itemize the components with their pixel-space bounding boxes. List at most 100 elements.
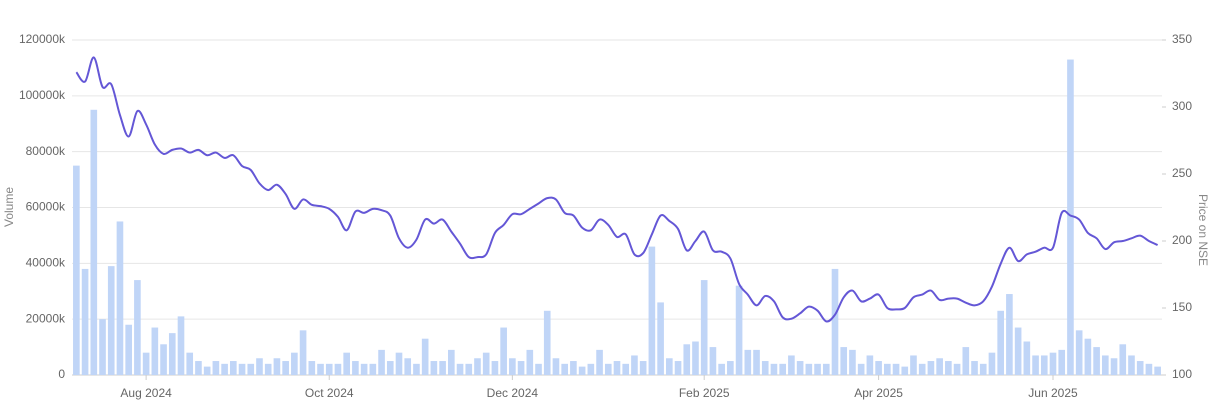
volume-bar — [386, 361, 394, 375]
volume-bar — [997, 310, 1004, 375]
volume-bar — [474, 358, 481, 375]
volume-bar — [761, 361, 769, 375]
volume-bar — [1006, 294, 1013, 375]
volume-bar — [517, 361, 525, 375]
y-tick-label: 80000k — [26, 144, 66, 158]
volume-bar — [352, 361, 359, 375]
volume-bar — [134, 280, 141, 375]
y-tick-label: 40000k — [26, 256, 66, 270]
volume-bar — [927, 361, 935, 375]
volume-bar — [918, 363, 926, 375]
volume-bar — [535, 363, 542, 375]
volume-bar — [604, 363, 612, 375]
volume-bar — [439, 361, 446, 375]
volume-bar — [378, 349, 385, 375]
volume-bar — [1110, 358, 1118, 375]
volume-bar — [744, 349, 752, 375]
volume-bar — [849, 349, 856, 375]
volume-bar — [256, 358, 263, 375]
volume-bar — [456, 363, 464, 375]
volume-bar — [116, 221, 124, 375]
volume-bar — [1128, 355, 1135, 375]
volume-bar — [1084, 338, 1092, 375]
y-axis-title: Volume — [2, 187, 16, 227]
y-tick-label: 120000k — [19, 32, 66, 46]
volume-bar — [552, 358, 560, 375]
volume-bar — [1154, 366, 1161, 375]
volume-bar — [186, 352, 194, 375]
volume-bar — [177, 316, 185, 375]
volume-bar — [1058, 349, 1066, 375]
y-tick-label: 100000k — [19, 88, 66, 102]
volume-bar — [238, 363, 246, 375]
volume-bar — [1014, 327, 1022, 375]
volume-bar — [1040, 355, 1048, 375]
volume-bar — [953, 363, 961, 375]
volume-bar — [500, 327, 507, 375]
volume-bar — [264, 363, 272, 375]
volume-bar — [360, 363, 368, 375]
volume-bar — [639, 361, 647, 375]
volume-bar — [709, 347, 717, 375]
volume-bar — [482, 352, 490, 375]
volume-bar — [369, 363, 377, 375]
volume-bar — [195, 361, 202, 375]
volume-bar — [308, 361, 316, 375]
volume-bar — [805, 363, 813, 375]
volume-bar — [448, 349, 455, 375]
volume-bar — [910, 355, 917, 375]
volume-bar — [561, 363, 568, 375]
volume-bar — [622, 363, 630, 375]
volume-bar — [404, 358, 412, 375]
volume-bar — [988, 352, 996, 375]
volume-bar — [727, 361, 734, 375]
volume-bar — [814, 363, 821, 375]
volume-bar — [857, 363, 865, 375]
volume-bar — [788, 355, 795, 375]
volume-bar — [1119, 344, 1127, 375]
volume-bar — [1075, 330, 1083, 375]
volume-bar — [491, 361, 499, 375]
volume-bar — [212, 361, 220, 375]
volume-bar — [168, 333, 176, 375]
volume-bar — [247, 363, 255, 375]
volume-bar — [221, 363, 228, 375]
volume-bar — [840, 347, 848, 375]
volume-bar — [1136, 361, 1144, 375]
volume-bar — [1049, 352, 1057, 375]
volume-bar — [570, 361, 577, 375]
volume-bar — [875, 361, 882, 375]
volume-bar — [631, 355, 638, 375]
volume-bar — [142, 352, 150, 375]
volume-bar — [299, 330, 307, 375]
volume-bar — [831, 268, 839, 375]
volume-bar — [962, 347, 970, 375]
volume-bar — [160, 344, 167, 375]
volume-bar — [343, 352, 350, 375]
volume-bar — [1023, 341, 1031, 375]
volume-bar — [543, 310, 551, 375]
volume-bar — [509, 358, 516, 375]
volume-bar — [945, 361, 952, 375]
volume-bar — [700, 280, 708, 375]
price-line — [75, 56, 1159, 323]
volume-bar — [325, 363, 333, 375]
volume-bar — [596, 349, 603, 375]
y2-tick-label: 350 — [1172, 32, 1192, 46]
volume-bar — [884, 363, 891, 375]
volume-bar — [866, 355, 874, 375]
volume-bar — [718, 363, 725, 375]
y2-axis-title: Price on NSE — [1196, 194, 1210, 266]
volume-bar — [1102, 355, 1109, 375]
volume-bar — [822, 363, 830, 375]
x-tick-label: Feb 2025 — [679, 386, 730, 400]
volume-bar — [395, 352, 403, 375]
volume-bar — [90, 109, 98, 376]
volume-bar — [979, 363, 987, 375]
volume-bar — [317, 363, 324, 375]
volume-bar — [291, 352, 298, 375]
volume-bar — [1093, 347, 1100, 375]
x-tick-label: Oct 2024 — [305, 386, 354, 400]
volume-bar — [282, 361, 289, 375]
x-tick-label: Jun 2025 — [1028, 386, 1078, 400]
